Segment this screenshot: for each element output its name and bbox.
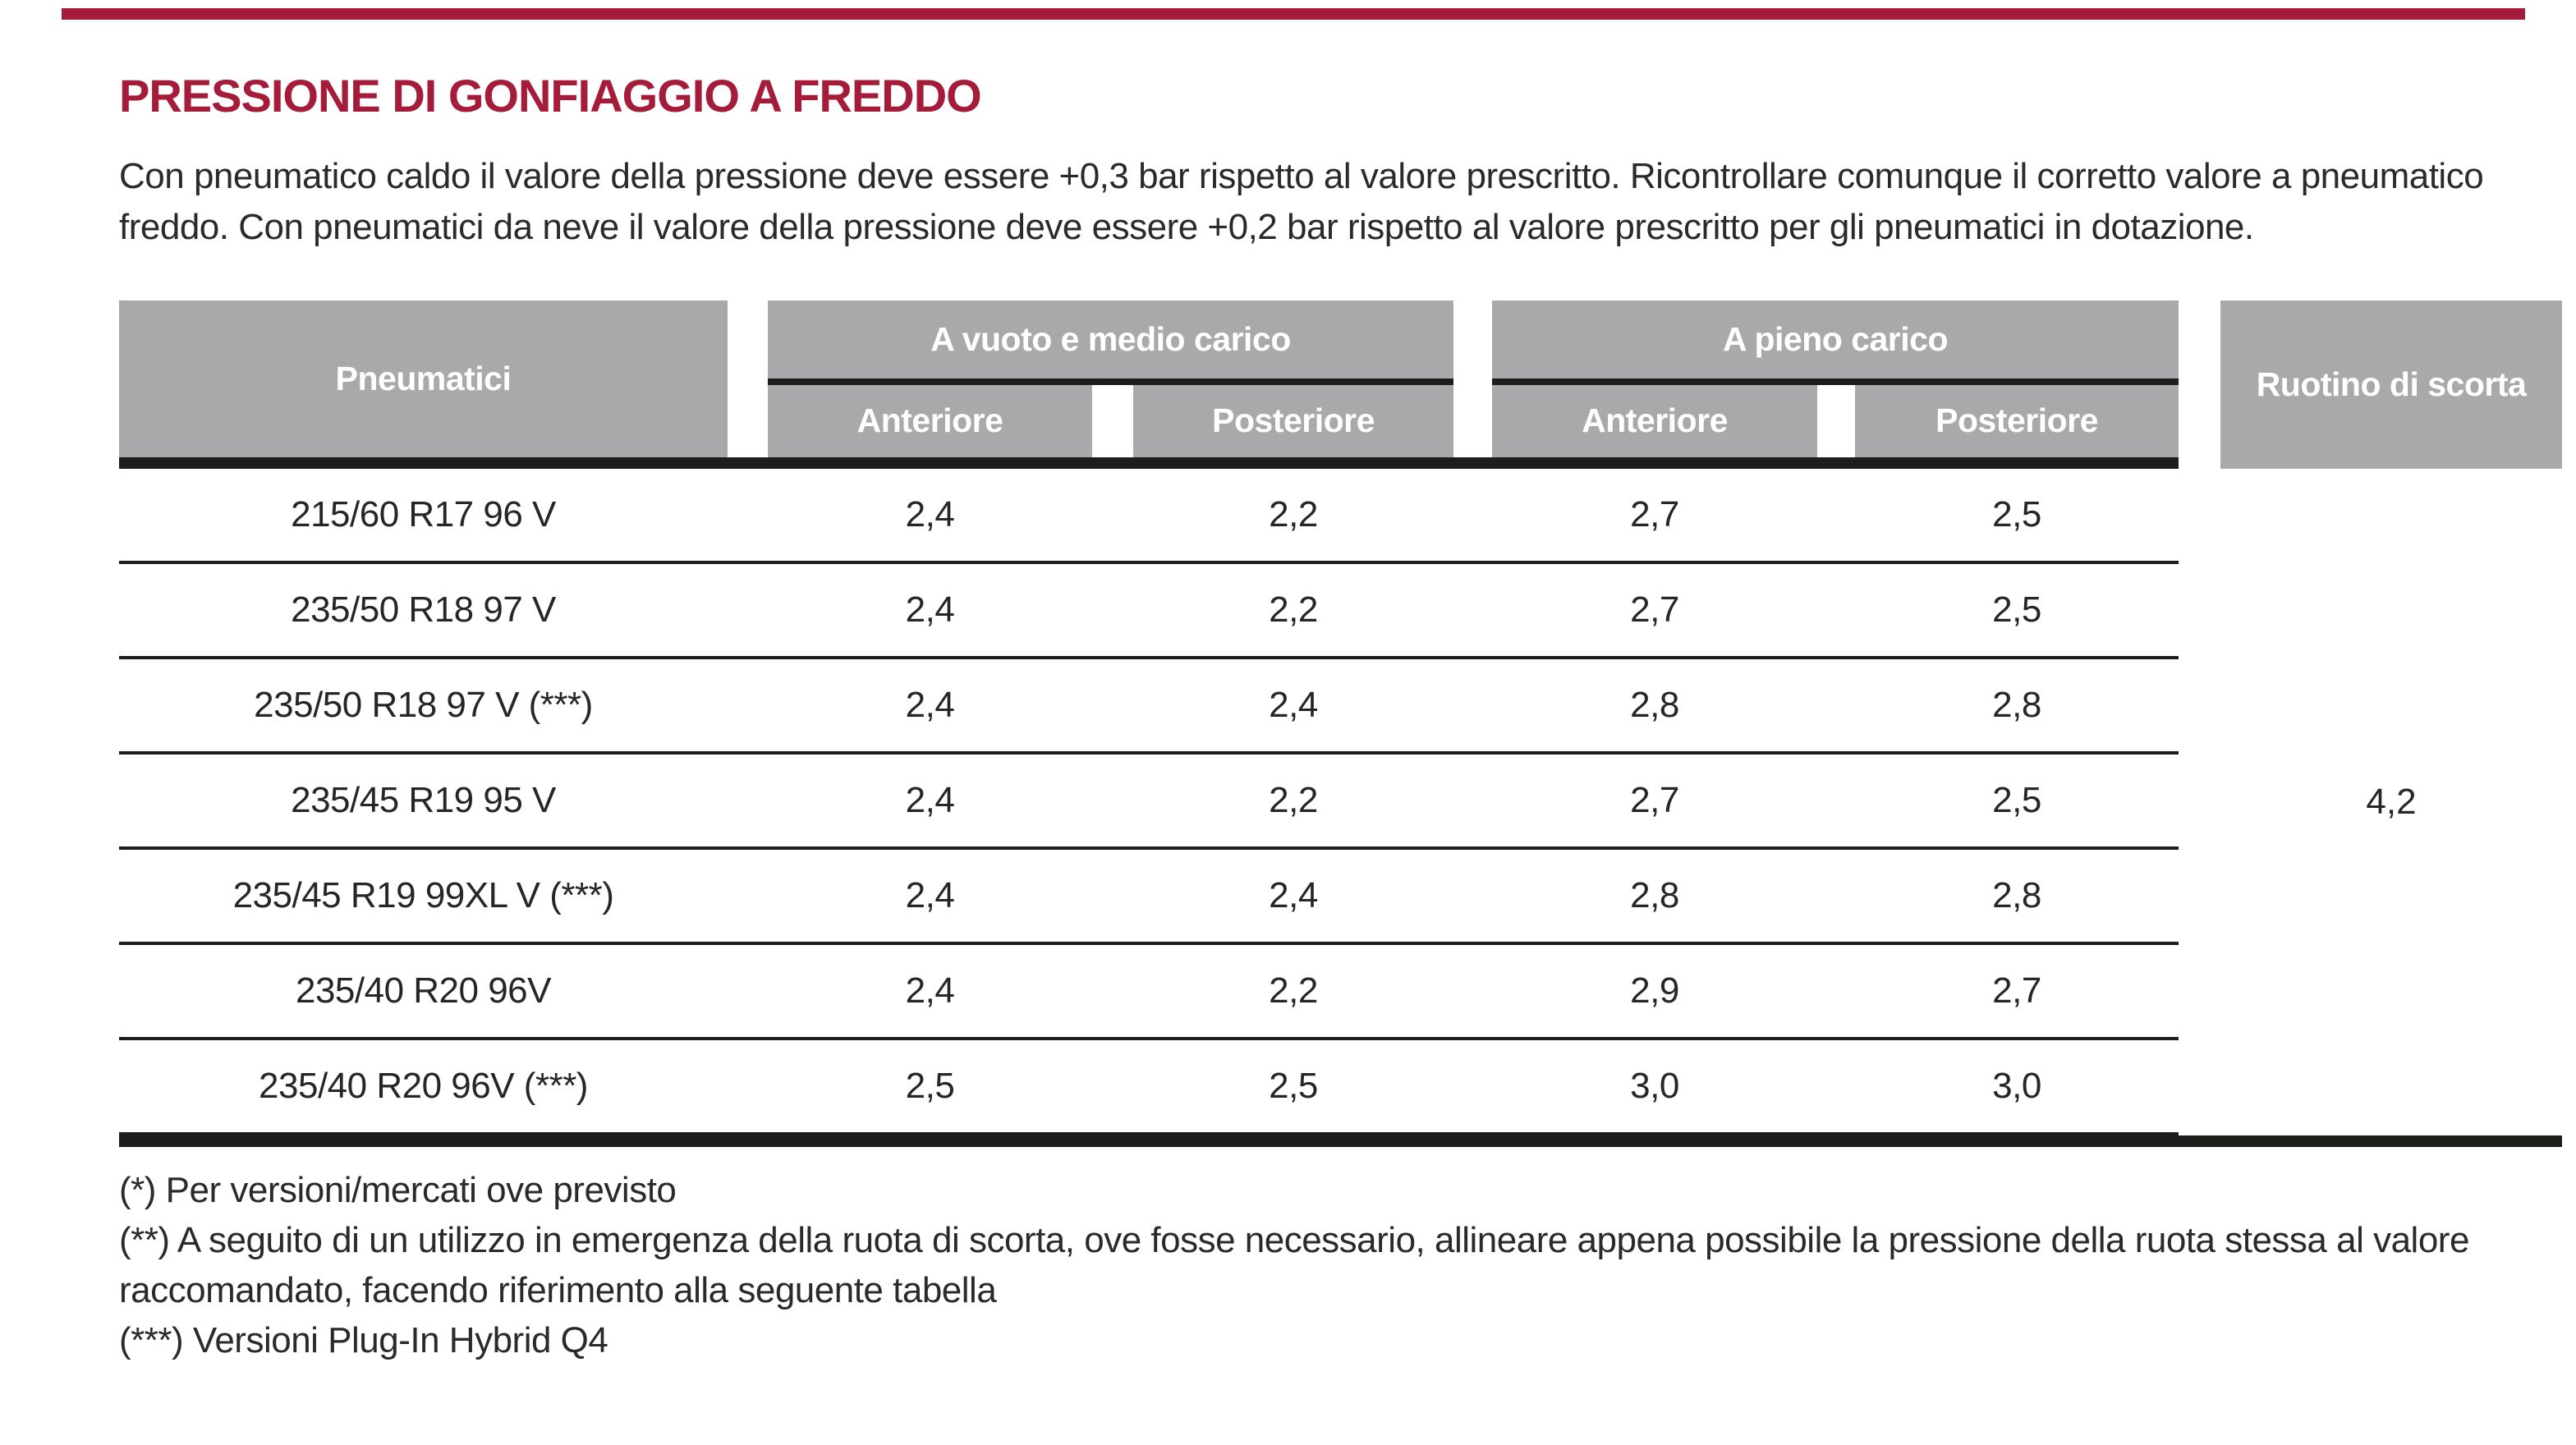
table-body: 215/60 R17 96 V 2,4 2,2 2,7 2,5 235/50 R… (119, 469, 2562, 1147)
table-row: 235/40 R20 96V (***) 2,5 2,5 3,0 3,0 (119, 1040, 2179, 1135)
table-header: Pneumatici A vuoto e medio carico A pien… (119, 300, 2562, 469)
subheader-front-mid: Anteriore (768, 384, 1092, 457)
full-rear-value: 3,0 (1992, 1065, 2041, 1106)
table-row: 235/50 R18 97 V 2,4 2,2 2,7 2,5 (119, 564, 2179, 659)
page-top-rule (62, 8, 2525, 20)
full-front-value: 2,8 (1630, 684, 1679, 725)
table-row: 235/50 R18 97 V (***) 2,4 2,4 2,8 2,8 (119, 659, 2179, 755)
tyre-cell: 235/50 R18 97 V (291, 589, 556, 630)
tyre-cell: 235/45 R19 95 V (291, 779, 556, 820)
intro-paragraph: Con pneumatico caldo il valore della pre… (119, 155, 2484, 247)
tyre-pressure-table: Pneumatici A vuoto e medio carico A pien… (119, 300, 2562, 1147)
header-divider (768, 378, 1453, 385)
full-front-value: 3,0 (1630, 1065, 1679, 1106)
table-row: 235/45 R19 95 V 2,4 2,2 2,7 2,5 (119, 755, 2179, 850)
mid-rear-value: 2,2 (1269, 589, 1318, 630)
full-front-value: 2,7 (1630, 779, 1679, 820)
mid-rear-value: 2,2 (1269, 970, 1318, 1011)
subheader-rear-mid: Posteriore (1133, 384, 1453, 457)
header-divider (1492, 378, 2179, 385)
mid-front-value: 2,4 (905, 493, 955, 534)
full-rear-value: 2,5 (1992, 779, 2041, 820)
tyre-cell: 235/50 R18 97 V (***) (254, 684, 593, 725)
group-header-mid-load: A vuoto e medio carico (768, 300, 1453, 378)
mid-front-value: 2,4 (905, 970, 955, 1011)
footnotes: (*) Per versioni/mercati ove previsto (*… (119, 1165, 2562, 1365)
table-row: 235/40 R20 96V 2,4 2,2 2,9 2,7 (119, 945, 2179, 1040)
table-bottom-rule (119, 1135, 2562, 1147)
mid-rear-value: 2,4 (1269, 684, 1318, 725)
mid-front-value: 2,4 (905, 874, 955, 915)
full-rear-value: 2,5 (1992, 589, 2041, 630)
footnote: (***) Versioni Plug-In Hybrid Q4 (119, 1319, 608, 1360)
table-row: 215/60 R17 96 V 2,4 2,2 2,7 2,5 (119, 469, 2179, 564)
subheader-front-full: Anteriore (1492, 384, 1817, 457)
full-front-value: 2,8 (1630, 874, 1679, 915)
tyre-cell: 235/40 R20 96V (295, 970, 552, 1011)
mid-front-value: 2,4 (905, 779, 955, 820)
tyre-cell: 215/60 R17 96 V (291, 493, 556, 534)
group-header-full-load: A pieno carico (1492, 300, 2179, 378)
full-front-value: 2,7 (1630, 589, 1679, 630)
table-row: 235/45 R19 99XL V (***) 2,4 2,4 2,8 2,8 (119, 850, 2179, 945)
mid-front-value: 2,5 (905, 1065, 955, 1106)
column-header-pneumatici: Pneumatici (119, 300, 728, 457)
spare-wheel-value: 4,2 (2366, 781, 2417, 822)
mid-rear-value: 2,2 (1269, 779, 1318, 820)
full-rear-value: 2,7 (1992, 970, 2041, 1011)
subheader-rear-full: Posteriore (1855, 384, 2179, 457)
full-front-value: 2,9 (1630, 970, 1679, 1011)
mid-rear-value: 2,2 (1269, 493, 1318, 534)
full-rear-value: 2,8 (1992, 874, 2041, 915)
tyre-cell: 235/40 R20 96V (***) (259, 1065, 588, 1106)
tyre-cell: 235/45 R19 99XL V (***) (232, 874, 614, 915)
full-rear-value: 2,8 (1992, 684, 2041, 725)
mid-front-value: 2,4 (905, 684, 955, 725)
full-rear-value: 2,5 (1992, 493, 2041, 534)
page-content: PRESSIONE DI GONFIAGGIO A FREDDO Con pne… (119, 0, 2562, 1365)
mid-rear-value: 2,4 (1269, 874, 1318, 915)
footnote: (*) Per versioni/mercati ove previsto (119, 1169, 677, 1210)
page-title: PRESSIONE DI GONFIAGGIO A FREDDO (119, 70, 982, 122)
column-header-spare-wheel: Ruotino di scorta (2220, 300, 2562, 469)
footnote: (**) A seguito di un utilizzo in emergen… (119, 1219, 2469, 1310)
mid-front-value: 2,4 (905, 589, 955, 630)
full-front-value: 2,7 (1630, 493, 1679, 534)
header-bottom-rule (119, 456, 2179, 469)
mid-rear-value: 2,5 (1269, 1065, 1318, 1106)
